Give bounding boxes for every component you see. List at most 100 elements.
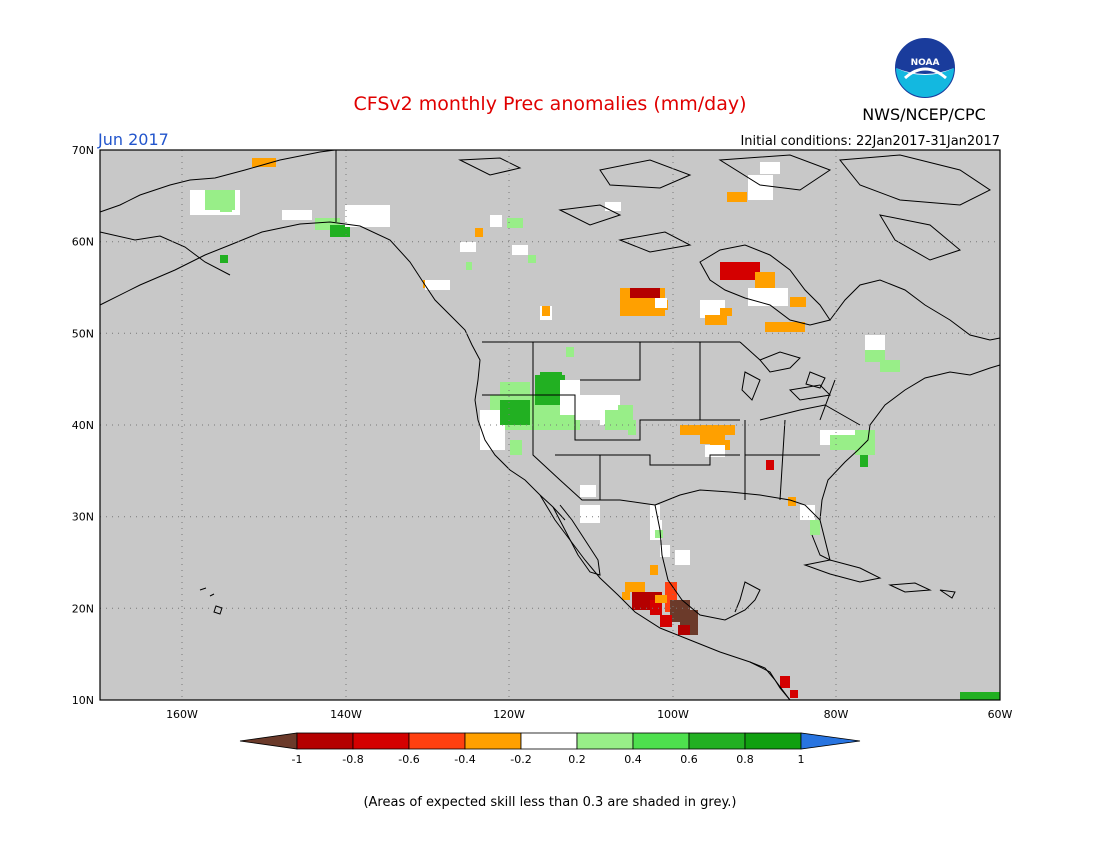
coastline-segment [482, 394, 740, 441]
anomaly-cells [190, 158, 1000, 700]
anomaly-cell [880, 360, 900, 372]
anomaly-cell [500, 400, 530, 425]
anomaly-cell [475, 228, 483, 237]
anomaly-cell [790, 690, 798, 698]
colorbar-swatch [520, 732, 578, 750]
anomaly-cell [960, 692, 1000, 700]
colorbar-swatch [296, 732, 354, 750]
skill-note: (Areas of expected skill less than 0.3 a… [363, 795, 736, 810]
color-bar: -1 -0.8 -0.6 -0.4 -0.2 0.2 0.4 0.6 0.8 1 [239, 732, 861, 766]
longitude-label: 80W [824, 708, 849, 721]
anomaly-cell [655, 298, 667, 308]
anomaly-cell [727, 192, 747, 202]
map-panel: 70N 60N 50N 40N 30N 20N 10N 160W 140W 120W 100W 80… [72, 144, 1013, 721]
anomaly-cell [580, 505, 600, 523]
coastline-segment [759, 404, 861, 426]
latitude-label: 60N [72, 236, 94, 249]
colorbar-swatch [576, 732, 634, 750]
anomaly-cell [650, 565, 658, 575]
coastline-segment [718, 154, 832, 191]
noaa-logo: NOAA [895, 38, 955, 98]
coastline-segment [939, 589, 956, 599]
anomaly-cell [760, 162, 780, 174]
graticule [100, 150, 1000, 700]
colorbar-label: -0.2 [510, 753, 531, 766]
anomaly-cell [282, 210, 312, 220]
longitude-labels: 160W 140W 120W 100W 80W 60W [166, 708, 1012, 721]
longitude-label: 120W [493, 708, 525, 721]
anomaly-cell [790, 297, 806, 307]
anomaly-cell [860, 455, 868, 467]
anomaly-cell [605, 202, 621, 211]
anomaly-cell [705, 445, 725, 457]
colorbar-swatch [744, 732, 802, 750]
anomaly-cell [720, 262, 760, 280]
coastlines [99, 149, 1001, 701]
anomaly-cell [542, 306, 550, 316]
coastline-segment [759, 351, 801, 373]
colorbar-swatch [632, 732, 690, 750]
anomaly-cell [220, 255, 228, 263]
coastline-segment [654, 489, 831, 561]
colorbar-label: 1 [798, 753, 805, 766]
colorbar-swatch [352, 732, 410, 750]
initial-conditions: Initial conditions: 22Jan2017-31Jan2017 [740, 134, 1000, 149]
longitude-label: 160W [166, 708, 198, 721]
anomaly-cell [512, 245, 528, 255]
anomaly-cell [865, 350, 885, 362]
anomaly-cell [655, 530, 663, 538]
anomaly-cell [720, 308, 732, 316]
longitude-label: 100W [657, 708, 689, 721]
coastline-segment [819, 364, 1001, 521]
anomaly-cell [460, 242, 476, 252]
longitude-label: 60W [988, 708, 1013, 721]
colorbar-swatch [464, 732, 522, 750]
coastline-segment [618, 231, 692, 253]
anomaly-cell [660, 615, 672, 627]
anomaly-cell [630, 288, 660, 298]
coastline-segment [749, 661, 791, 701]
coastline-segment [654, 504, 761, 621]
anomaly-cell [490, 215, 502, 227]
anomaly-cell [466, 262, 472, 270]
latitude-label: 20N [72, 602, 94, 615]
coastline-segment [829, 279, 1001, 341]
anomaly-cell [510, 440, 522, 455]
anomaly-cell [625, 582, 645, 592]
coastline-segment [779, 419, 786, 501]
coastline-segment [599, 159, 692, 189]
anomaly-cell [700, 300, 725, 318]
anomaly-cell [748, 175, 773, 200]
anomaly-cell [345, 205, 390, 227]
anomaly-cell [788, 497, 796, 506]
coastline-segment [819, 379, 836, 421]
anomaly-cell [800, 505, 815, 520]
anomaly-cell [660, 545, 670, 557]
anomaly-cell [500, 382, 530, 402]
colorbar-label: 0.6 [680, 753, 698, 766]
coastline-segment [878, 214, 962, 261]
anomaly-cell [705, 315, 727, 325]
anomaly-cell [678, 625, 690, 635]
anomaly-cell [580, 485, 596, 497]
coastline-segment [580, 342, 641, 381]
coastline-segment [424, 284, 566, 521]
latitude-label: 50N [72, 327, 94, 340]
forecast-month: Jun 2017 [97, 130, 169, 149]
coastline-segment [552, 504, 601, 576]
anomaly-cell [330, 225, 350, 237]
coastline-segment [532, 342, 656, 506]
anomaly-cell [766, 460, 774, 470]
coastline-segment [458, 157, 522, 176]
latitude-label: 40N [72, 419, 94, 432]
coastline-segment [739, 341, 761, 361]
colorbar-label: -0.8 [342, 753, 363, 766]
anomaly-cell [650, 600, 662, 615]
anomaly-cell [220, 202, 232, 212]
coastline-segment [839, 154, 991, 206]
anomaly-cell [655, 595, 667, 603]
latitude-label: 30N [72, 511, 94, 524]
anomaly-cell [830, 435, 855, 450]
coastline-segment [99, 221, 426, 306]
